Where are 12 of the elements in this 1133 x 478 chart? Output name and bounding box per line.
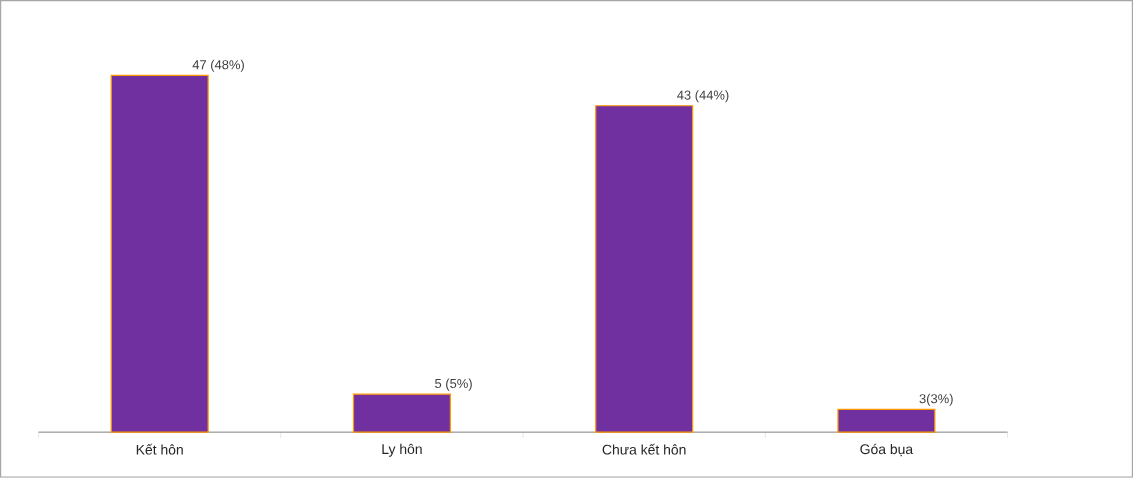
x-tick-label: Ly hôn — [382, 443, 422, 457]
bar — [352, 393, 451, 433]
data-label: 5 (5%) — [435, 378, 472, 391]
data-label: 47 (48%) — [192, 59, 244, 73]
data-label: 43 (44%) — [677, 90, 729, 103]
x-tick-label: Góa bụa — [860, 443, 914, 457]
bar — [595, 105, 694, 433]
x-tick-label: Kết hôn — [136, 443, 183, 455]
data-label: 3(3%) — [919, 393, 953, 407]
bar — [110, 74, 209, 433]
x-tick-label: Chưa kết hôn — [602, 443, 686, 455]
bar — [837, 408, 936, 433]
